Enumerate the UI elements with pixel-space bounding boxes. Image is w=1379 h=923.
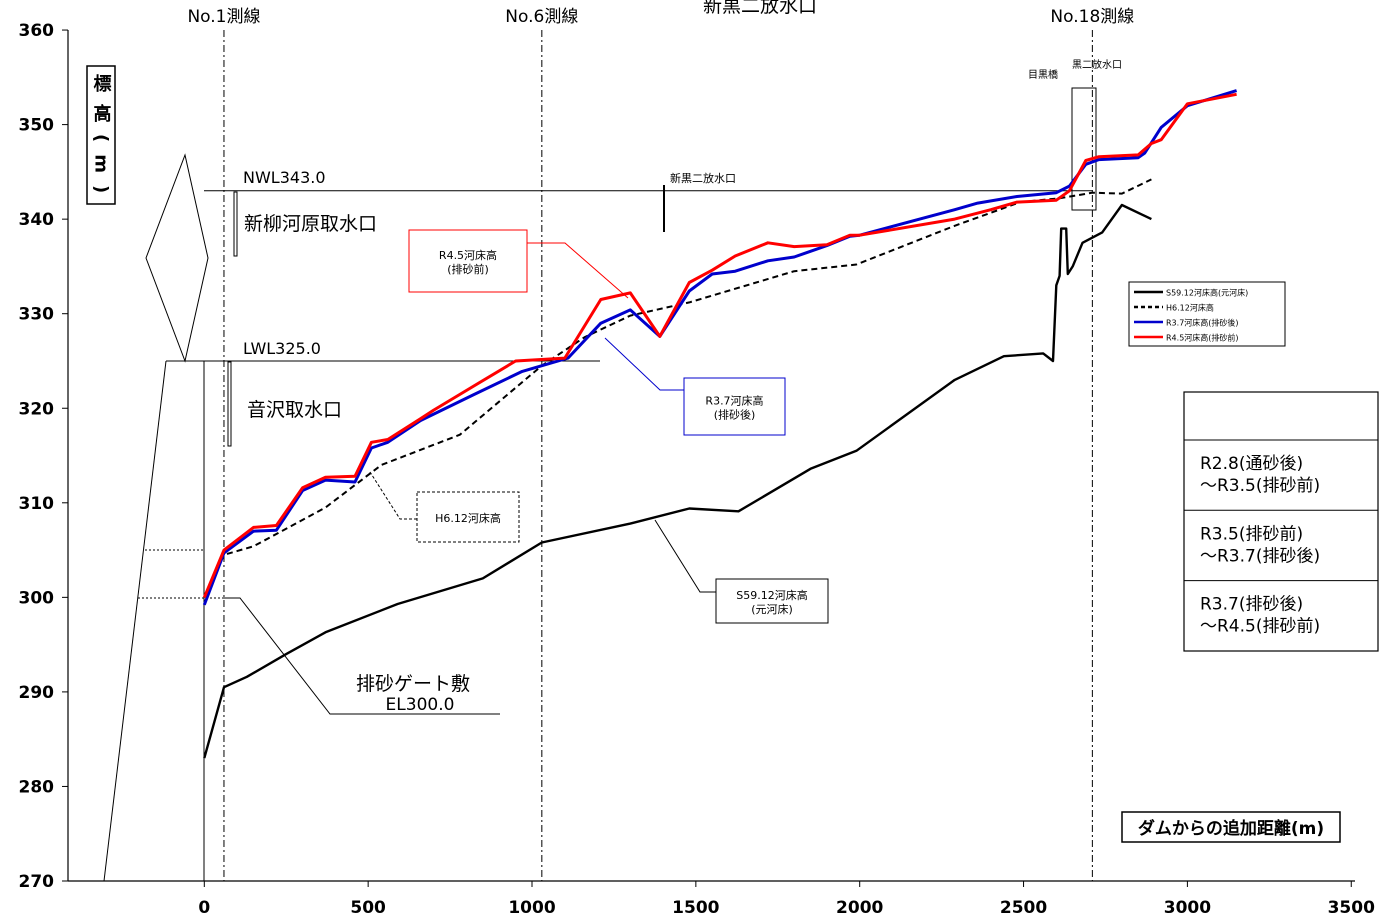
- callout-h6-text: H6.12河床高: [435, 511, 501, 525]
- x-tick-label: 1000: [508, 898, 555, 918]
- callout-boxes: R4.5河床高(排砂前) R3.7河床高(排砂後) H6.12河床高 S59.12河床…: [369, 229, 829, 624]
- callout-r45-box: [408, 229, 528, 293]
- x-tick-label: 1500: [672, 898, 719, 918]
- callout-r45-text: (排砂前): [447, 262, 489, 276]
- legend: S59.12河床高(元河床) H6.12河床高 R3.7河床高(排砂後) R4.5河床…: [1128, 281, 1286, 347]
- period-table-row-2-line: ～R4.5(排砂前): [1200, 617, 1320, 637]
- x-tick-label: 2000: [836, 898, 883, 918]
- y-tick-label: 320: [19, 399, 55, 419]
- y-tick-label: 360: [19, 21, 55, 41]
- gate-leader-line: [222, 597, 500, 715]
- legend-label-0: S59.12河床高(元河床): [1166, 288, 1248, 298]
- callout-s59-text: S59.12河床高: [736, 588, 807, 602]
- y-tick-label: 350: [19, 116, 55, 136]
- legend-label-2: R3.7河床高(排砂後): [1166, 318, 1239, 328]
- x-axis-label-box: [1121, 811, 1341, 843]
- callout-r37-box: [683, 377, 786, 436]
- intake-shinyanagi-structure: [233, 191, 238, 257]
- y-tick-label: 300: [19, 588, 55, 608]
- x-tick-label: 3500: [1328, 898, 1375, 918]
- reference-lines: No.1測線 No.6測線 No.18測線新黒二放水口NWL343.0LWL325.…: [166, 0, 1134, 881]
- shinkuroni-outlet-label: 新黒二放水口: [670, 171, 736, 185]
- callout-s59-leader: [654, 519, 716, 593]
- x-tick-label: 0: [198, 898, 210, 918]
- meguro-bridge-label: 目黒橋: [1028, 68, 1058, 81]
- dam-structures: [103, 87, 1097, 882]
- kuroni-outlet-structure: [1071, 87, 1097, 211]
- y-axis-label: 標高(m): [91, 73, 112, 205]
- y-tick-label: 330: [19, 305, 55, 325]
- intake-shinyanagi-label: 新柳河原取水口: [244, 213, 377, 235]
- x-tick-label: 2500: [1000, 898, 1047, 918]
- y-tick-label: 290: [19, 683, 55, 703]
- series-line-0: [203, 203, 1152, 759]
- callout-r37-leader: [604, 337, 684, 391]
- callout-h6-leader: [369, 471, 417, 520]
- callout-s59-box: [715, 578, 829, 624]
- callout-r37-text: R3.7河床高: [705, 394, 763, 408]
- gate-label: 排砂ゲート敷: [356, 673, 470, 695]
- x-tick-label: 3000: [1164, 898, 1211, 918]
- series-line-1: [203, 178, 1152, 598]
- y-tick-label: 280: [19, 777, 55, 797]
- legend-label-1: H6.12河床高: [1166, 303, 1214, 313]
- series-layer: [202, 89, 1238, 759]
- top-title: 新黒二放水口: [703, 0, 817, 17]
- x-tick-label: 500: [350, 898, 386, 918]
- period-table-row-2-line: R3.7(排砂後): [1200, 595, 1303, 615]
- sokusen-18-label: No.18測線: [1050, 7, 1134, 27]
- y-axis-label-box: [86, 65, 116, 205]
- period-table-row-1-line: R3.5(排砂前): [1200, 524, 1303, 544]
- callout-r37-text: (排砂後): [714, 408, 756, 422]
- callout-s59-text: (元河床): [751, 602, 793, 616]
- legend-label-3: R4.5河床高(排砂前): [1166, 333, 1239, 343]
- dam-upstream-face: [103, 360, 167, 882]
- intake-otozawa-label: 音沢取水口: [247, 399, 342, 421]
- axes: 270 280 290 300 310 320 330 340 350 360 0 500 1000 15…: [19, 21, 1376, 918]
- sokusen-6-label: No.6測線: [505, 7, 578, 27]
- series-line-3: [202, 92, 1237, 598]
- intake-otozawa-structure: [227, 361, 232, 447]
- callout-h6-box: [416, 491, 520, 543]
- y-tick-label: 270: [19, 872, 55, 892]
- y-tick-label: 310: [19, 494, 55, 514]
- callout-r45-text: R4.5河床高: [439, 248, 497, 262]
- y-tick-label: 340: [19, 210, 55, 230]
- period-table-row-0-line: R2.8(通砂後): [1200, 454, 1303, 474]
- period-table-row-0-line: ～R3.5(排砂前): [1200, 476, 1320, 496]
- series-line-2: [202, 89, 1238, 606]
- period-table-frame: [1183, 391, 1379, 652]
- callout-r45-leader: [527, 242, 629, 299]
- x-axis-label: ダムからの追加距離(m): [1138, 818, 1324, 839]
- sokusen-1-label: No.1測線: [187, 7, 260, 27]
- gate-el-label: EL300.0: [386, 695, 455, 715]
- lwl-label: LWL325.0: [243, 339, 321, 358]
- period-table: R2.8(通砂後)～R3.5(排砂前) R3.5(排砂前)～R3.7(排砂後) R3…: [1183, 391, 1379, 652]
- kuroni-outlet-label: 黒二放水口: [1072, 58, 1122, 71]
- dam-crest-shape: [145, 153, 209, 363]
- period-table-row-1-line: ～R3.7(排砂後): [1200, 546, 1320, 566]
- nwl-label: NWL343.0: [243, 168, 326, 187]
